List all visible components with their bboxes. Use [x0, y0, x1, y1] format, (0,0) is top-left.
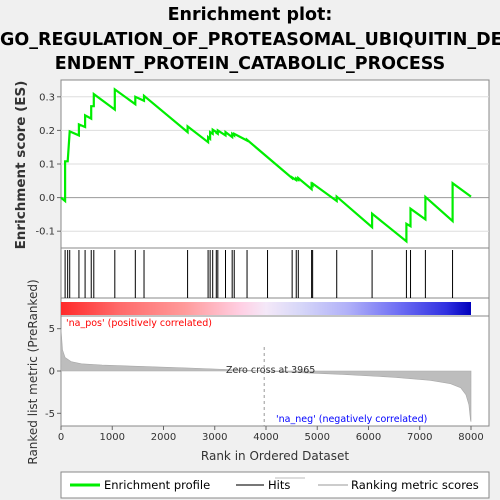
x-ticks: 0 1000 2000 3000 4000 5000 6000 7000 8000 — [58, 426, 484, 443]
es-y-tick-label: 0.3 — [39, 92, 55, 103]
es-y-tick-label: -0.1 — [35, 227, 55, 238]
es-gridlines — [61, 96, 489, 232]
zero-cross-label: Zero cross at 3965 — [226, 365, 315, 376]
x-tick-label: 0 — [58, 432, 64, 443]
hit-marks — [64, 250, 454, 298]
x-tick-label: 7000 — [407, 432, 432, 443]
x-tick-label: 4000 — [253, 432, 278, 443]
hits-panel — [60, 247, 490, 299]
title-line-1: Enrichment plot: — [167, 5, 333, 25]
metric-y-ticks: -5 0 5 — [45, 324, 61, 420]
neg-label: 'na_neg' (negatively correlated) — [276, 414, 427, 425]
metric-area — [60, 328, 472, 426]
legend-hits: Hits — [268, 478, 290, 492]
x-axis-label: Rank in Ordered Dataset — [201, 449, 349, 463]
legend-box — [60, 471, 490, 499]
metric-y-axis-label: Ranked list metric (PreRanked) — [26, 279, 40, 464]
title-line-3: ENDENT_PROTEIN_CATABOLIC_PROCESS — [54, 54, 446, 74]
es-y-tick-label: 0.0 — [39, 193, 55, 204]
ranking-metric-fill — [60, 328, 472, 422]
pos-label: 'na_pos' (positively correlated) — [66, 318, 212, 329]
es-line-layer — [60, 87, 472, 244]
x-tick-label: 3000 — [202, 432, 227, 443]
x-tick-label: 2000 — [151, 432, 176, 443]
es-y-tick-label: 0.1 — [39, 160, 55, 171]
metric-y-tick-label: 0 — [49, 367, 55, 378]
title-line-2: GO_REGULATION_OF_PROTEASOMAL_UBIQUITIN_D… — [0, 30, 500, 50]
x-tick-label: 6000 — [356, 432, 381, 443]
legend-metric: Ranking metric scores — [351, 478, 479, 492]
enrichment-profile-line — [60, 87, 472, 244]
es-y-tick-label: 0.2 — [39, 126, 55, 137]
es-y-ticks: -0.1 0.0 0.1 0.2 0.3 — [35, 92, 61, 238]
x-tick-label: 1000 — [100, 432, 125, 443]
es-y-axis-label: Enrichment score (ES) — [13, 81, 29, 250]
legend-es: Enrichment profile — [104, 478, 210, 492]
rank-color-bar — [61, 302, 471, 315]
x-tick-label: 5000 — [305, 432, 330, 443]
x-tick-label: 8000 — [458, 432, 483, 443]
metric-y-tick-label: -5 — [45, 409, 55, 420]
metric-y-tick-label: 5 — [49, 324, 55, 335]
